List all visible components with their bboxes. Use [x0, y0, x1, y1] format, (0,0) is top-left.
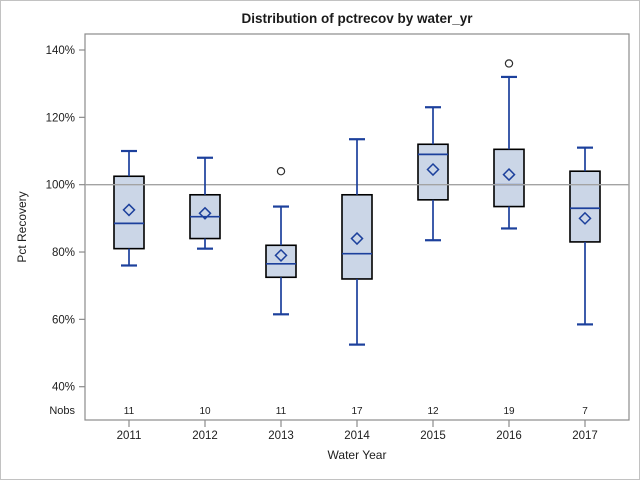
- ytick-label-120: 120%: [46, 112, 75, 124]
- year-tick-label-2013: 2013: [268, 430, 294, 442]
- year-tick-label-2016: 2016: [496, 430, 522, 442]
- year-tick-label-2011: 2011: [117, 430, 142, 442]
- mean-diamond-2012: [198, 206, 212, 220]
- nobs-value-2013: 11: [276, 406, 287, 417]
- outlier-2013-0: [276, 167, 286, 176]
- year-tick-label-2017: 2017: [572, 430, 598, 442]
- year-tick-label-2014: 2014: [344, 430, 370, 442]
- mean-diamond-2013: [274, 248, 288, 262]
- ytick-label-140: 140%: [46, 45, 75, 57]
- box-2017: [569, 170, 601, 243]
- box-2011: [113, 175, 145, 250]
- nobs-row-label: Nobs: [49, 405, 75, 417]
- mean-diamond-2011: [122, 203, 136, 217]
- ytick-label-40: 40%: [52, 382, 75, 394]
- nobs-value-2016: 19: [503, 406, 515, 417]
- ytick-label-80: 80%: [52, 247, 75, 259]
- x-axis-label: Water Year: [327, 448, 387, 462]
- mean-diamond-2017: [578, 211, 592, 225]
- box-2016: [493, 148, 525, 208]
- ytick-label-60: 60%: [52, 314, 75, 326]
- y-axis-label: Pct Recovery: [15, 191, 29, 263]
- mean-diamond-2015: [426, 162, 440, 177]
- chart-title: Distribution of pctrecov by water_yr: [241, 11, 473, 26]
- year-tick-label-2012: 2012: [192, 430, 218, 442]
- mean-diamond-2016: [502, 168, 516, 182]
- nobs-value-2011: 11: [124, 406, 135, 417]
- nobs-value-2017: 7: [582, 406, 588, 417]
- nobs-value-2014: 17: [351, 406, 363, 417]
- nobs-value-2015: 12: [427, 406, 439, 417]
- ytick-label-100: 100%: [46, 180, 75, 192]
- box-2015: [417, 143, 449, 201]
- nobs-value-2012: 10: [199, 406, 211, 417]
- box-2014: [341, 193, 373, 280]
- year-tick-label-2015: 2015: [420, 430, 446, 442]
- mean-diamond-2014: [350, 231, 364, 246]
- outlier-2016-0: [504, 59, 514, 68]
